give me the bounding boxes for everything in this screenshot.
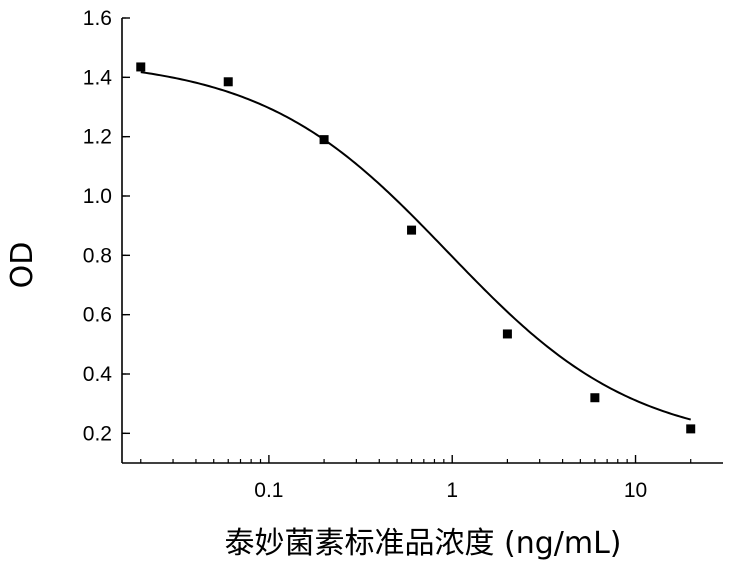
y-tick-label: 0.8 — [83, 244, 112, 267]
x-tick-label: 1 — [446, 479, 458, 502]
y-tick-label: 1.2 — [83, 126, 112, 149]
data-point — [320, 135, 329, 144]
data-point — [503, 329, 512, 338]
y-axis-label: OD — [5, 242, 40, 289]
x-tick-label: 0.1 — [254, 479, 283, 502]
data-points — [136, 62, 695, 433]
y-tick-label: 0.6 — [83, 304, 112, 327]
x-axis-label: 泰妙菌素标准品浓度 (ng/mL) — [224, 526, 621, 561]
x-tick-label: 10 — [624, 479, 647, 502]
data-point — [407, 226, 416, 235]
tick-labels: 0.2 0.4 0.6 0.8 1.0 1.2 1.4 1.6 0.1 1 10 — [83, 7, 647, 502]
y-tick-label: 1.4 — [83, 66, 113, 89]
fit-curve-layer — [141, 72, 691, 419]
data-point — [590, 393, 599, 402]
y-tick-label: 1.6 — [83, 7, 112, 30]
data-point — [686, 424, 695, 433]
data-point — [136, 62, 145, 71]
axes — [122, 18, 723, 463]
y-tick-label: 0.2 — [83, 422, 112, 445]
y-tick-label: 1.0 — [83, 185, 112, 208]
fit-curve — [141, 72, 691, 419]
data-point — [224, 77, 233, 86]
y-tick-label: 0.4 — [83, 363, 113, 386]
